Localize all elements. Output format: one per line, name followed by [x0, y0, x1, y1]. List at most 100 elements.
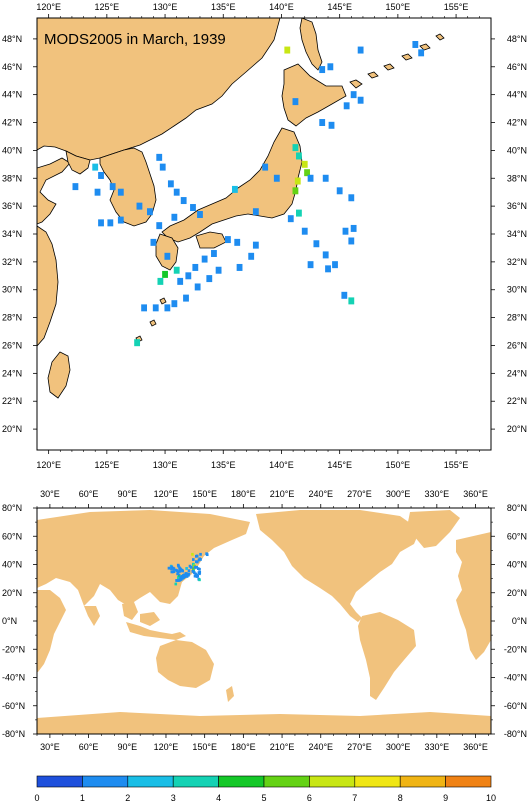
regional-map-land [37, 18, 445, 399]
data-cell [134, 339, 141, 347]
lat-label-right: 40°N [507, 560, 527, 570]
data-cell [327, 63, 334, 71]
regional-map-ticks: 120°E 120°E 125°E 125°E 130°E 130°E 135°E 135°E… [2, 2, 527, 470]
lat-label-left: 40°N [2, 145, 22, 155]
lat-label-right: 40°N [507, 145, 527, 155]
data-cell [211, 250, 217, 257]
colorbar-segment [218, 775, 265, 788]
lat-label-right: 24°N [507, 368, 527, 378]
data-cell [194, 283, 201, 291]
lat-label-left: -60°N [2, 701, 25, 711]
data-cell [307, 261, 314, 269]
lon-label-top: 180°E [231, 489, 256, 499]
data-cell [136, 202, 143, 210]
lon-label-top: 270°E [347, 489, 372, 499]
world-map: 30°E 30°E 60°E 60°E 90°E 90°E 120°E 120°E 150°E 1… [2, 489, 527, 752]
data-cell [174, 568, 178, 572]
data-cell [178, 569, 182, 573]
se-asia-land [122, 602, 160, 626]
data-cell [296, 152, 302, 160]
lon-label-top: 120°E [154, 489, 179, 499]
lat-label-left: -80°N [2, 729, 25, 739]
data-cell [292, 98, 299, 106]
data-cell [350, 91, 357, 99]
data-cell [167, 566, 171, 570]
lat-label-right: -20°N [504, 644, 527, 654]
lat-label-left: 24°N [2, 368, 22, 378]
lon-label-bottom: 360°E [463, 742, 488, 752]
data-cell [196, 560, 199, 564]
lon-label-bottom: 135°E [211, 460, 236, 470]
data-cell [325, 265, 331, 273]
data-cell [176, 570, 180, 574]
lon-label-bottom: 120°E [154, 742, 179, 752]
lat-label-right: 48°N [507, 34, 527, 44]
data-cell [171, 213, 178, 221]
data-cell [294, 177, 301, 185]
lon-label-top: 60°E [79, 489, 99, 499]
lat-label-right: -80°N [504, 729, 527, 739]
liaodong-land [65, 150, 91, 175]
colorbar-label: 0 [34, 793, 39, 803]
ryukyu-islets-land [135, 297, 167, 343]
data-cell [322, 174, 329, 182]
eurasia-land [37, 510, 250, 606]
data-cell [191, 570, 195, 573]
kyushu-land [155, 233, 179, 271]
lon-label-bottom: 180°E [231, 742, 256, 752]
data-cell [313, 240, 320, 248]
lat-label-left: 32°N [2, 257, 22, 267]
data-cell [193, 574, 197, 578]
data-cell [342, 227, 349, 235]
data-cell [341, 291, 348, 299]
data-cell [170, 567, 173, 571]
data-cell [248, 252, 255, 260]
lat-label-left: 46°N [2, 62, 22, 72]
data-cell [164, 304, 171, 312]
data-cell [190, 204, 196, 212]
world-map-ticks: 30°E 30°E 60°E 60°E 90°E 90°E 120°E 120°E 150°E 1… [2, 489, 527, 752]
data-cell [157, 277, 164, 285]
data-cell [301, 160, 308, 168]
lat-label-left: 80°N [2, 503, 22, 513]
lat-label-right: 80°N [507, 503, 527, 513]
data-cell [162, 270, 168, 278]
data-cell [307, 174, 314, 182]
data-cell [296, 209, 302, 217]
lon-label-bottom: 240°E [308, 742, 333, 752]
data-cell [192, 263, 199, 271]
data-cell [177, 576, 180, 580]
asia-mainland-land [37, 18, 281, 161]
data-cell [181, 569, 185, 573]
data-cell [172, 567, 176, 571]
data-cell [189, 565, 193, 569]
data-cell [147, 208, 153, 216]
world-data-cells [167, 552, 209, 586]
lat-label-right: 20°N [507, 588, 527, 598]
colorbar-segment [309, 775, 356, 788]
greenland-land [408, 510, 460, 548]
data-cell [332, 261, 338, 269]
lon-label-bottom: 270°E [347, 742, 372, 752]
world-map-land [37, 510, 491, 734]
data-cell [94, 188, 101, 196]
lon-label-top: 90°E [117, 489, 137, 499]
lon-label-bottom: 150°E [192, 742, 217, 752]
lat-label-right: 36°N [507, 201, 527, 211]
data-cell [236, 263, 243, 271]
lon-label-bottom: 30°E [40, 742, 60, 752]
data-cell [185, 574, 189, 578]
lon-label-top: 120°E [36, 2, 61, 12]
south-america-land [358, 612, 416, 700]
lat-label-left: 22°N [2, 396, 22, 406]
data-cell [198, 570, 202, 574]
data-cell [292, 187, 299, 195]
data-cell [412, 40, 419, 48]
data-cell [92, 163, 99, 171]
lon-label-bottom: 155°E [444, 460, 469, 470]
lat-label-left: 48°N [2, 34, 22, 44]
data-cell [192, 558, 195, 561]
data-cell [183, 573, 186, 577]
data-cell [343, 102, 350, 110]
data-cell [185, 272, 192, 280]
